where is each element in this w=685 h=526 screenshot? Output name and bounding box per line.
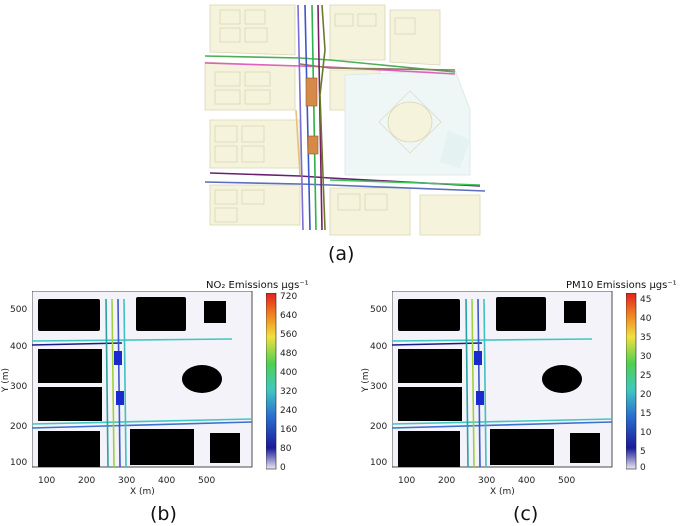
emission-map-c <box>392 291 613 468</box>
x-tick: 200 <box>438 476 456 486</box>
plot-title-b: NO₂ Emissions µgs⁻¹ <box>206 280 309 291</box>
roads-emission <box>392 298 613 468</box>
y-tick: 500 <box>10 305 28 315</box>
colorbar-tick: 480 <box>280 349 298 359</box>
y-tick: 100 <box>370 458 388 468</box>
obstacles <box>398 297 600 467</box>
y-tick: 200 <box>370 422 388 432</box>
y-axis-label: Y (m) <box>361 367 372 393</box>
y-tick: 400 <box>370 342 388 352</box>
building-blocks <box>204 4 481 236</box>
colorbar-tick: 10 <box>640 428 652 438</box>
x-axis-label: X (m) <box>130 487 155 497</box>
parking-lot <box>307 135 319 155</box>
panel-label-c: (c) <box>513 503 539 525</box>
x-tick: 100 <box>398 476 416 486</box>
colorbar-tick: 0 <box>640 463 646 473</box>
colorbar-tick: 45 <box>640 295 652 305</box>
colorbar-tick: 20 <box>640 390 652 400</box>
colorbar-tick: 320 <box>280 387 298 397</box>
colorbar-tick: 160 <box>280 425 298 435</box>
parking-lot <box>305 77 318 107</box>
colorbar-tick: 640 <box>280 311 298 321</box>
colorbar-tick: 15 <box>640 409 652 419</box>
colorbar-tick: 25 <box>640 371 652 381</box>
colorbar-c <box>626 293 637 470</box>
y-tick: 300 <box>10 382 28 392</box>
x-tick: 100 <box>38 476 56 486</box>
colorbar-tick: 80 <box>280 444 292 454</box>
panel-label-a: (a) <box>328 243 355 265</box>
colorbar-tick: 720 <box>280 292 298 302</box>
y-tick: 400 <box>10 342 28 352</box>
x-tick: 300 <box>478 476 496 486</box>
plot-title-c: PM10 Emissions µgs⁻¹ <box>566 280 677 291</box>
emission-map-b <box>32 291 253 468</box>
colorbar-tick: 400 <box>280 368 298 378</box>
road-network <box>204 4 486 231</box>
y-axis-label: Y (m) <box>1 367 12 393</box>
colorbar-tick: 40 <box>640 314 652 324</box>
colorbar-tick: 560 <box>280 330 298 340</box>
y-tick: 500 <box>370 305 388 315</box>
colorbar-b <box>266 293 277 470</box>
x-axis-label: X (m) <box>490 487 515 497</box>
colorbar-tick: 240 <box>280 406 298 416</box>
x-tick: 500 <box>198 476 216 486</box>
plaza-area <box>344 69 471 176</box>
x-tick: 300 <box>118 476 136 486</box>
panel-label-b: (b) <box>150 503 177 525</box>
colorbar-tick: 5 <box>640 447 646 457</box>
colorbar-tick: 0 <box>280 463 286 473</box>
colorbar-tick: 30 <box>640 352 652 362</box>
x-tick: 400 <box>158 476 176 486</box>
obstacles <box>38 297 240 467</box>
y-tick: 200 <box>10 422 28 432</box>
colorbar-tick: 35 <box>640 333 652 343</box>
y-tick: 100 <box>10 458 28 468</box>
street-map <box>204 4 486 236</box>
roads-emission <box>32 298 253 468</box>
x-tick: 500 <box>558 476 576 486</box>
x-tick: 400 <box>518 476 536 486</box>
y-tick: 300 <box>370 382 388 392</box>
x-tick: 200 <box>78 476 96 486</box>
